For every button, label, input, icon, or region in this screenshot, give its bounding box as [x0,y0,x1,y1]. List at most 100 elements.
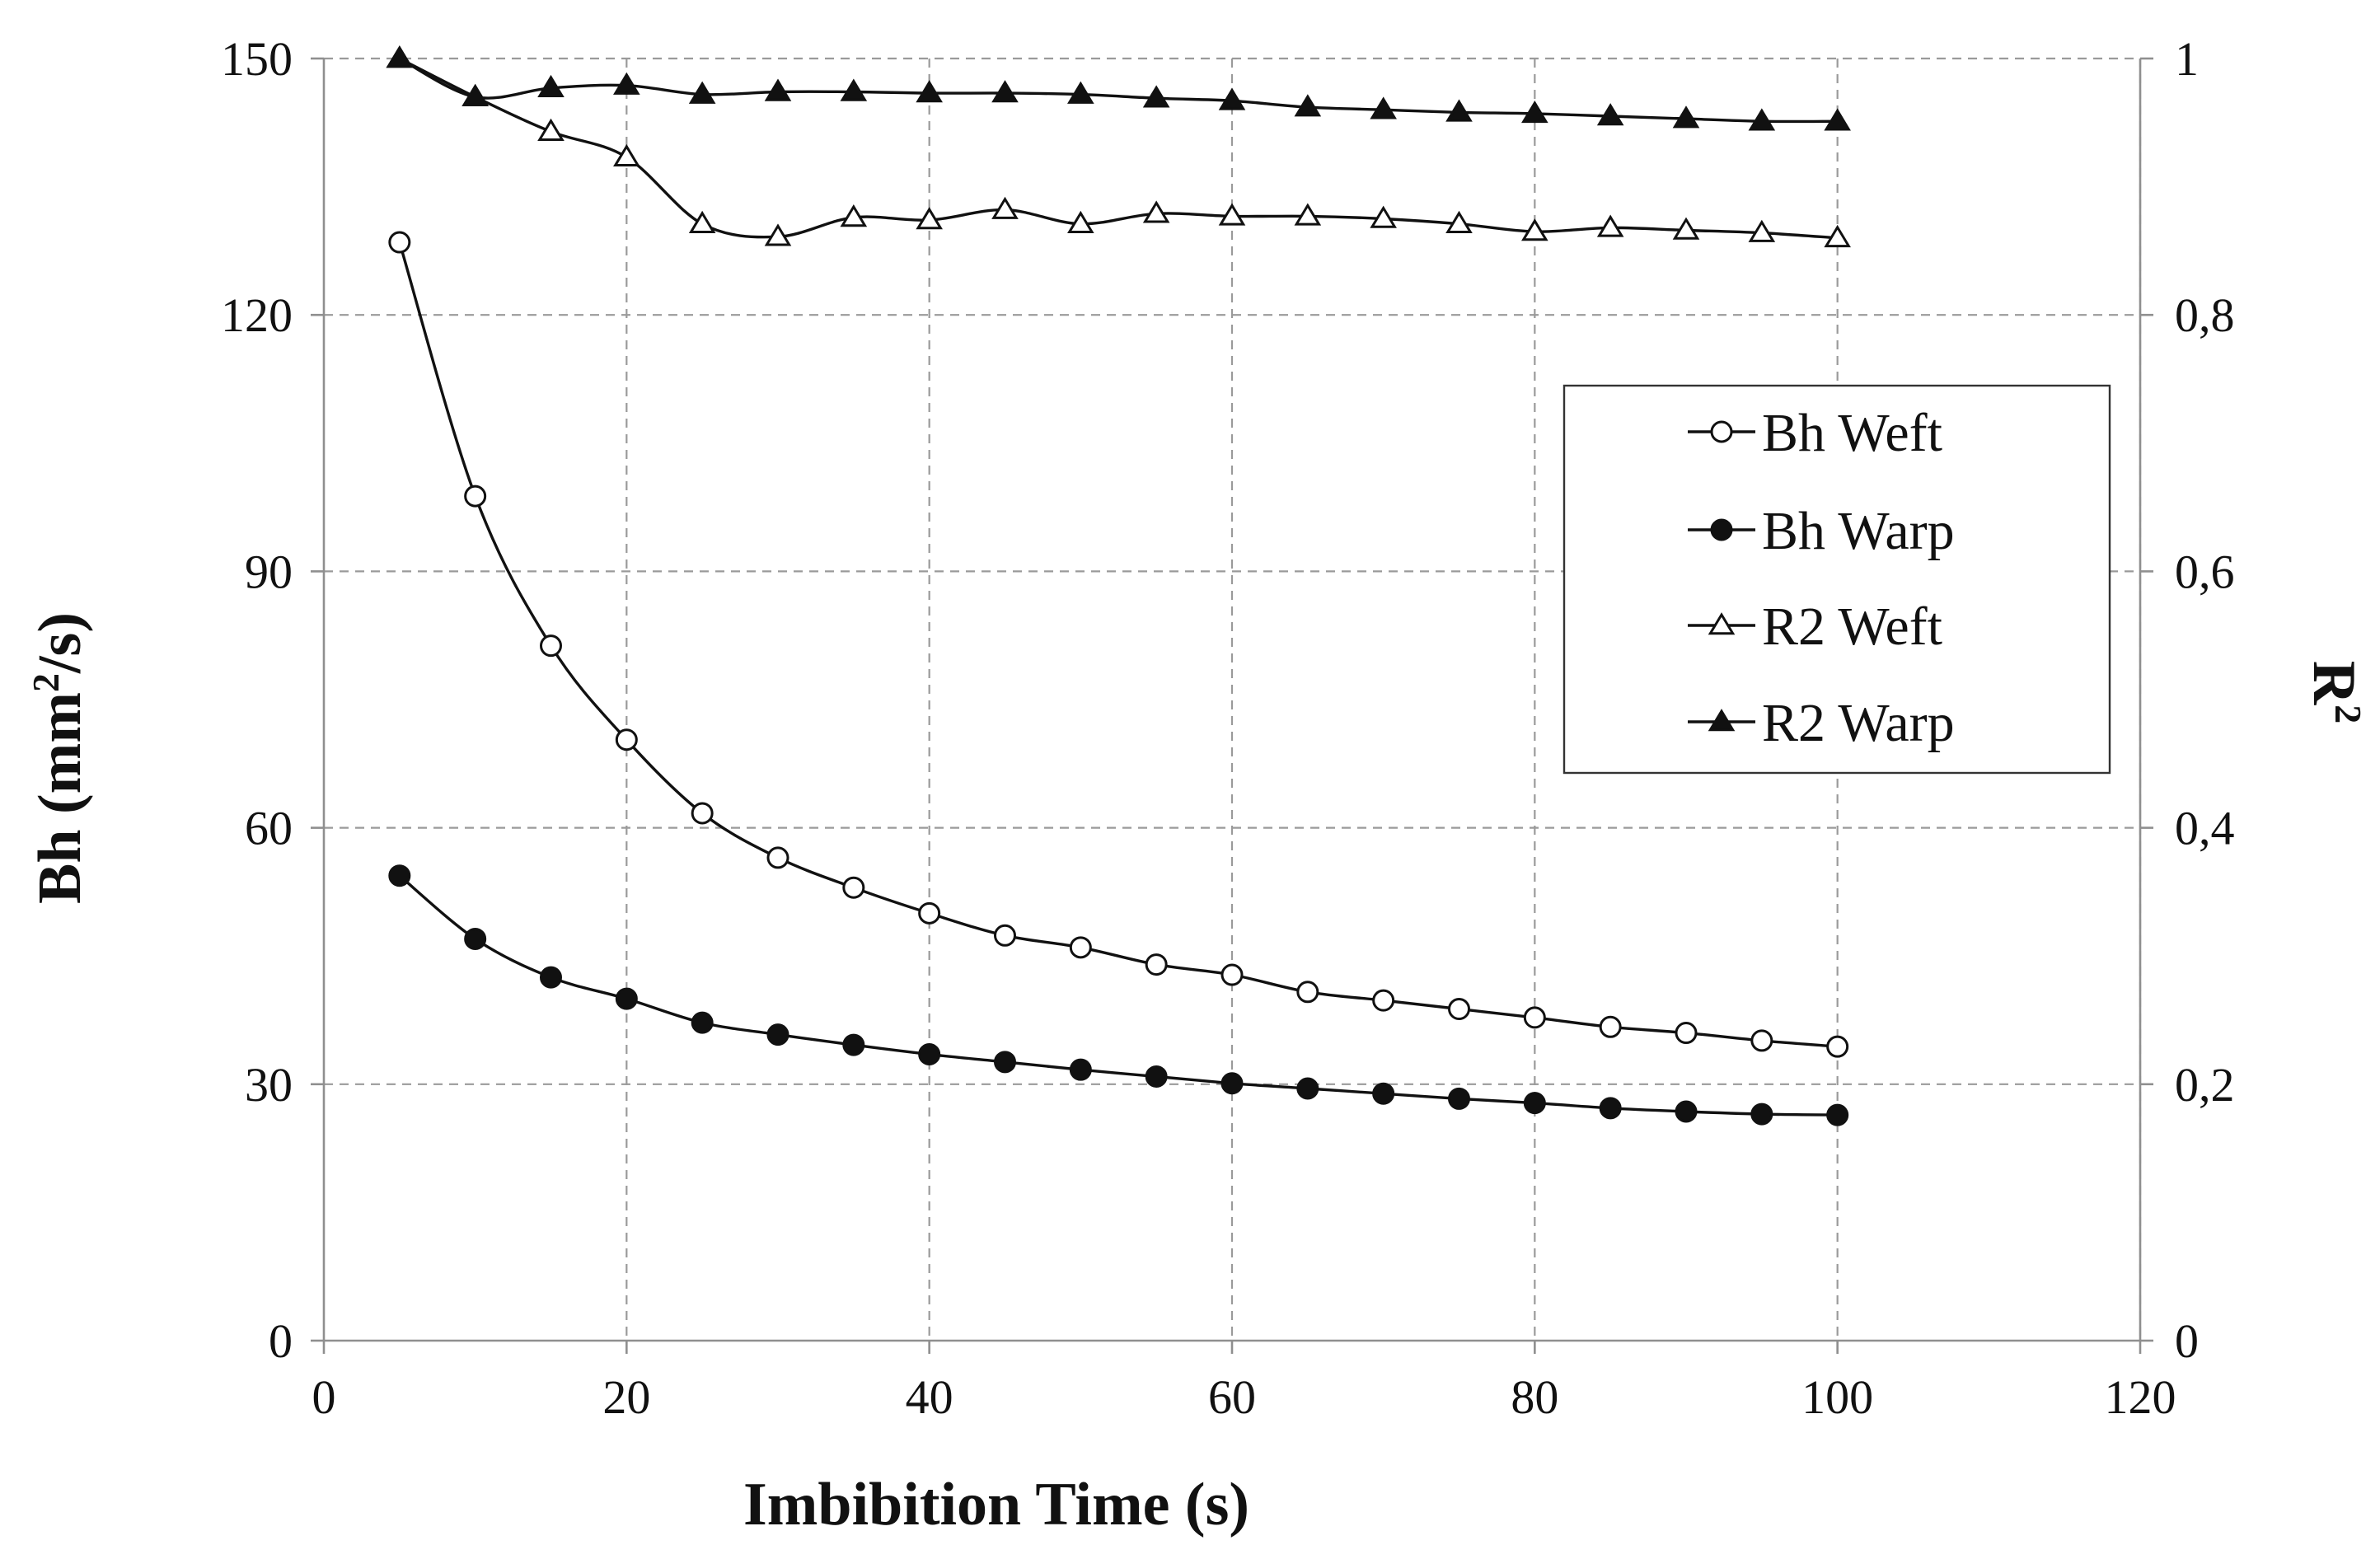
y-left-tick-label: 120 [221,288,293,342]
data-point-r2-warp [613,72,640,95]
data-point-bh-weft [842,876,865,899]
data-point-r2-warp [1445,99,1473,122]
data-point-r2-warp [764,78,792,101]
series-bh-warp [388,864,1849,1126]
y-right-tick-label: 0,4 [2175,802,2235,855]
data-point-r2-weft [1142,200,1170,223]
legend-label: R2 Weft [1762,597,1942,657]
data-point-bh-warp [1220,1072,1244,1095]
data-point-r2-warp [1672,105,1700,129]
data-point-bh-warp [615,987,638,1010]
data-point-bh-weft [1220,963,1244,986]
legend-box [1562,384,2111,775]
axes [311,57,2153,1354]
legend-entry-bh-weft: Bh Weft [1688,403,1942,463]
data-point-bh-warp [1296,1077,1319,1100]
data-point-bh-weft [994,924,1016,947]
data-point-bh-weft [1296,981,1319,1004]
data-point-r2-warp [461,83,489,106]
data-point-r2-weft [1824,224,1851,248]
data-point-bh-weft [1523,1006,1546,1029]
data-point-r2-warp [688,81,716,104]
data-point-bh-weft [1675,1022,1698,1045]
data-point-r2-weft [1370,205,1397,228]
series-r2-weft [386,45,1851,248]
data-point-r2-weft [916,207,943,230]
series [386,45,1851,1126]
data-point-bh-weft [1069,936,1092,959]
x-tick-label: 0 [312,1370,336,1424]
data-point-r2-weft [991,196,1019,219]
data-point-r2-weft [1521,218,1548,241]
data-point-r2-weft [613,143,640,167]
data-point-bh-weft [1448,998,1470,1021]
x-axis-title: Imbibition Time (s) [743,1471,1249,1538]
data-point-bh-warp [1826,1103,1849,1126]
data-point-bh-weft [1372,989,1395,1012]
series-line-r2-warp [399,57,1838,124]
data-point-bh-weft [691,802,714,825]
y-left-tick-label: 150 [221,32,293,86]
data-point-bh-weft [766,846,789,869]
legend-entry-r2-weft: R2 Weft [1688,597,1942,657]
data-point-r2-warp [916,80,943,103]
data-point-r2-warp [840,78,868,101]
data-point-bh-warp [464,927,487,950]
y-axis-left-title: Bh (mm2/s) [25,612,94,904]
data-point-bh-warp [691,1011,714,1034]
data-point-r2-weft [1218,203,1246,226]
data-point-bh-weft [1750,1029,1773,1052]
data-point-bh-warp [1372,1082,1395,1105]
y-axis-right-title-superscript: 2 [2327,705,2369,723]
legend-entry-r2-warp: R2 Warp [1688,693,1955,753]
x-tick-label: 60 [1208,1370,1256,1424]
data-point-bh-warp [388,864,411,887]
data-point-bh-warp [994,1051,1016,1074]
data-point-r2-warp [1067,81,1094,104]
data-point-r2-warp [1294,94,1322,117]
series-bh-weft [388,231,1849,1058]
data-point-r2-warp [1218,87,1246,110]
data-point-r2-warp [1370,96,1397,119]
data-point-bh-weft [540,634,562,658]
data-point-r2-weft [1596,214,1624,237]
data-point-r2-weft [1067,210,1094,233]
legend-marker-r2-warp [1708,709,1736,732]
data-point-bh-weft [1599,1015,1622,1038]
y-axis-right-title: R2 [2300,661,2369,723]
y-right-tick-label: 1 [2175,32,2199,86]
x-tick-label: 40 [906,1370,953,1424]
data-point-r2-warp [991,80,1019,103]
y-right-tick-label: 0,2 [2175,1058,2235,1112]
data-point-bh-warp [540,966,562,989]
y-right-tick-label: 0,8 [2175,288,2235,342]
data-point-bh-weft [1826,1035,1849,1058]
legend-label: Bh Weft [1762,403,1942,463]
data-point-r2-warp [1142,85,1170,108]
data-point-bh-warp [1599,1097,1622,1120]
x-tick-label: 20 [602,1370,650,1424]
x-tick-label: 100 [1801,1370,1873,1424]
data-point-r2-warp [1748,108,1776,131]
data-point-r2-weft [537,118,565,141]
data-point-bh-warp [1675,1100,1698,1123]
data-point-bh-warp [1069,1058,1092,1081]
legend-marker-bh-weft [1710,420,1733,443]
data-point-bh-warp [1145,1065,1168,1088]
legend-label: Bh Warp [1762,501,1955,561]
data-point-r2-weft [1672,217,1700,240]
y-axis-left-title-superscript: 2 [25,673,67,692]
data-point-r2-weft [1748,219,1776,242]
series-r2-warp [386,45,1851,131]
data-point-r2-weft [1294,203,1322,226]
series-line-bh-weft [398,241,1838,1048]
legend-label: R2 Warp [1762,693,1955,753]
data-point-bh-weft [464,485,487,508]
data-point-r2-warp [1824,108,1851,131]
y-left-tick-label: 90 [245,545,293,598]
data-point-bh-warp [1750,1103,1773,1126]
data-point-bh-warp [1448,1087,1470,1110]
legend: Bh Weft Bh Warp R2 Weft R2 Warp [1562,384,2111,775]
